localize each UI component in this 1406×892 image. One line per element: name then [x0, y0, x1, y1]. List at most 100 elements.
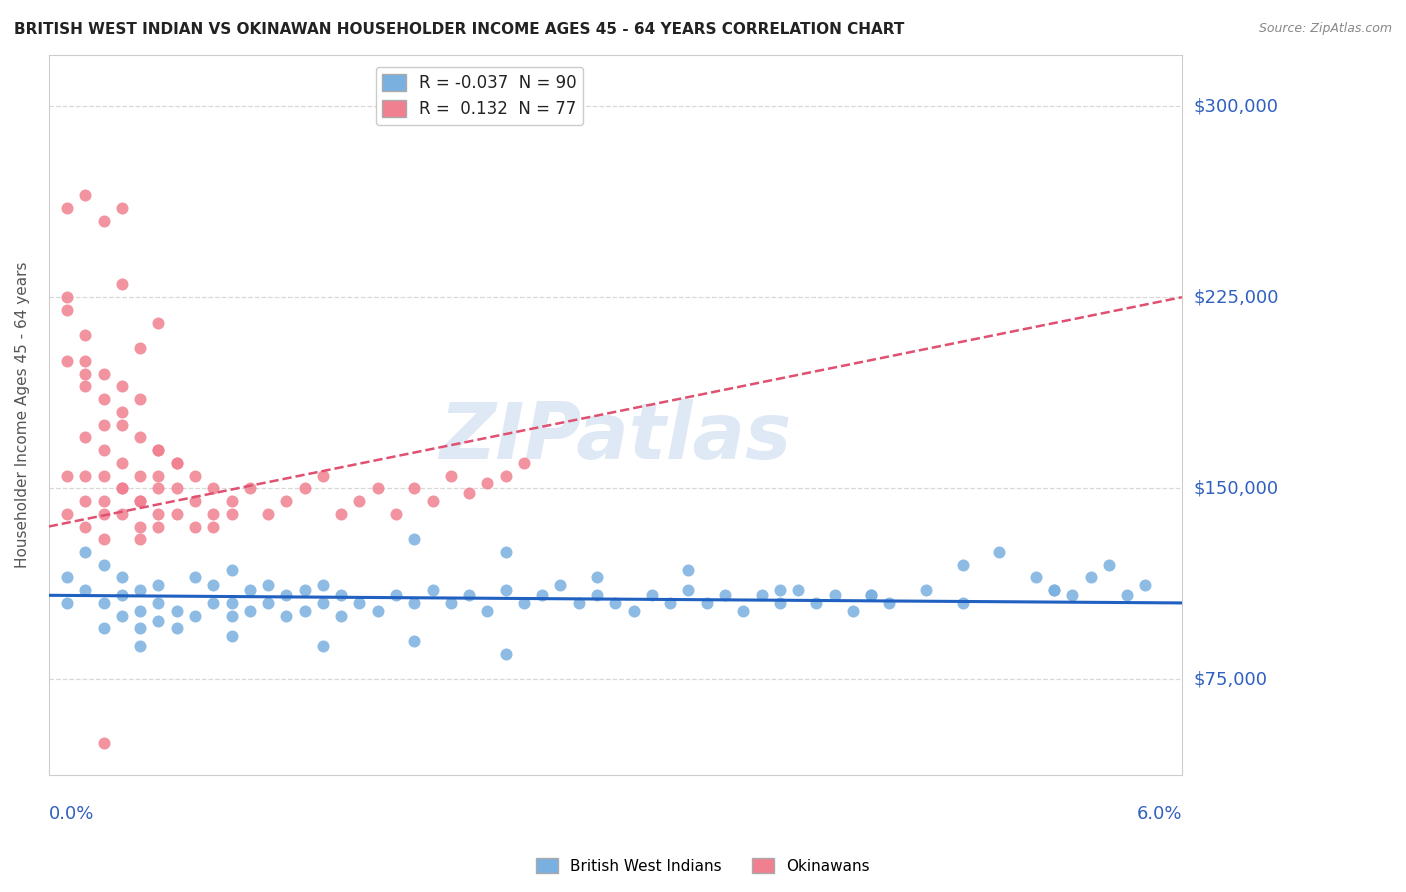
Point [93, 443, 115, 458]
Point [641, 588, 664, 602]
Y-axis label: Householder Income Ages 45 - 64 years: Householder Income Ages 45 - 64 years [15, 261, 30, 568]
Point [659, 596, 682, 610]
Point [202, 596, 225, 610]
Point [404, 634, 426, 648]
Point [111, 570, 134, 584]
Point [129, 494, 152, 508]
Point [312, 468, 335, 483]
Point [148, 596, 170, 610]
Point [184, 468, 207, 483]
Point [330, 507, 353, 521]
Point [623, 604, 645, 618]
Point [93, 736, 115, 750]
Point [769, 583, 792, 598]
Point [568, 596, 591, 610]
Text: ZIPatlas: ZIPatlas [439, 399, 792, 475]
Point [257, 596, 280, 610]
Point [148, 443, 170, 458]
Legend: R = -0.037  N = 90, R =  0.132  N = 77: R = -0.037 N = 90, R = 0.132 N = 77 [375, 67, 583, 125]
Point [75, 367, 97, 381]
Point [1043, 583, 1066, 598]
Point [56, 201, 79, 215]
Point [75, 188, 97, 202]
Point [56, 596, 79, 610]
Point [787, 583, 810, 598]
Point [349, 494, 371, 508]
Point [349, 596, 371, 610]
Point [56, 302, 79, 317]
Point [75, 519, 97, 533]
Point [111, 417, 134, 432]
Point [330, 588, 353, 602]
Point [404, 533, 426, 547]
Point [440, 596, 463, 610]
Point [111, 608, 134, 623]
Point [56, 507, 79, 521]
Point [111, 588, 134, 602]
Point [93, 367, 115, 381]
Point [111, 481, 134, 495]
Point [294, 583, 316, 598]
Point [294, 604, 316, 618]
Point [860, 588, 883, 602]
Point [714, 588, 737, 602]
Text: 0.0%: 0.0% [49, 805, 94, 823]
Text: Source: ZipAtlas.com: Source: ZipAtlas.com [1258, 22, 1392, 36]
Point [129, 622, 152, 636]
Point [276, 588, 298, 602]
Point [312, 578, 335, 592]
Point [93, 494, 115, 508]
Point [458, 486, 481, 500]
Point [129, 430, 152, 444]
Point [129, 583, 152, 598]
Point [202, 578, 225, 592]
Point [184, 519, 207, 533]
Point [312, 596, 335, 610]
Point [495, 468, 517, 483]
Point [166, 507, 188, 521]
Point [93, 596, 115, 610]
Point [495, 647, 517, 661]
Point [330, 608, 353, 623]
Point [129, 533, 152, 547]
Point [148, 468, 170, 483]
Point [129, 392, 152, 406]
Point [184, 570, 207, 584]
Point [733, 604, 755, 618]
Point [93, 392, 115, 406]
Point [129, 468, 152, 483]
Point [129, 640, 152, 654]
Point [148, 507, 170, 521]
Point [111, 507, 134, 521]
Point [1116, 588, 1139, 602]
Point [93, 533, 115, 547]
Point [184, 608, 207, 623]
Text: BRITISH WEST INDIAN VS OKINAWAN HOUSEHOLDER INCOME AGES 45 - 64 YEARS CORRELATIO: BRITISH WEST INDIAN VS OKINAWAN HOUSEHOL… [14, 22, 904, 37]
Point [1098, 558, 1121, 572]
Text: $75,000: $75,000 [1194, 671, 1267, 689]
Point [202, 507, 225, 521]
Point [221, 507, 243, 521]
Point [367, 604, 389, 618]
Point [75, 430, 97, 444]
Point [129, 341, 152, 355]
Point [75, 583, 97, 598]
Point [75, 468, 97, 483]
Point [56, 570, 79, 584]
Point [495, 583, 517, 598]
Point [1043, 583, 1066, 598]
Point [56, 290, 79, 304]
Point [56, 354, 79, 368]
Point [148, 519, 170, 533]
Text: $300,000: $300,000 [1194, 97, 1278, 115]
Point [440, 468, 463, 483]
Point [202, 481, 225, 495]
Point [915, 583, 938, 598]
Point [952, 558, 974, 572]
Point [166, 481, 188, 495]
Point [367, 481, 389, 495]
Text: $225,000: $225,000 [1194, 288, 1278, 306]
Point [276, 608, 298, 623]
Point [586, 570, 609, 584]
Point [148, 481, 170, 495]
